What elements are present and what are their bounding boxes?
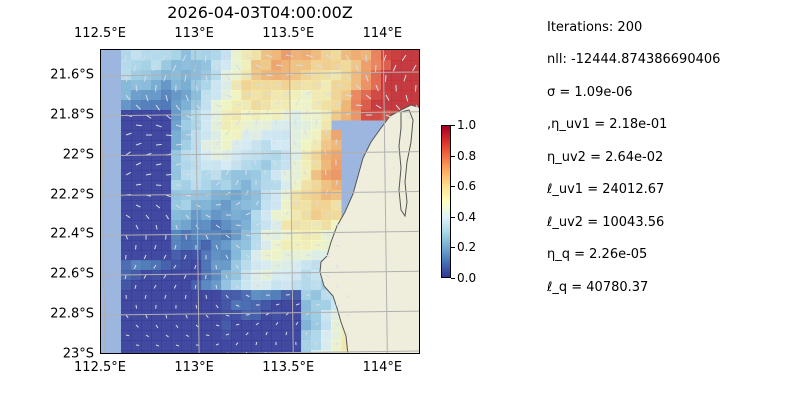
top-lon-tick-label: 112.5°E [74, 26, 126, 41]
colorbar-tick-label: 0.0 [451, 271, 476, 285]
bottom-lon-tick-label: 113°E [174, 360, 214, 375]
top-lon-tick-label: 114°E [362, 26, 403, 41]
ell-uv2-text: ℓ_uv2 = 10043.56 [547, 215, 665, 230]
lat-tick-label: 22.8°S [50, 306, 94, 322]
iterations-text: Iterations: 200 [547, 20, 643, 35]
sigma-text: σ = 1.09e-06 [547, 85, 633, 100]
map-canvas[interactable] [101, 50, 420, 354]
map-panel[interactable] [100, 49, 420, 354]
parallel-gridline [101, 270, 419, 276]
eta-uv2-text: η_uv2 = 2.64e-02 [547, 150, 664, 165]
eta-uv1-text: ,η_uv1 = 2.18e-01 [547, 117, 668, 132]
meridian-gridline [288, 50, 294, 353]
bottom-lon-tick-label: 114°E [362, 360, 403, 375]
velocity-vectors [124, 54, 419, 353]
top-lon-tick-label: 113.5°E [262, 26, 315, 41]
eta-q-text: η_q = 2.26e-05 [547, 247, 648, 262]
parallel-gridline [101, 230, 419, 236]
lat-tick-label: 22.4°S [50, 226, 94, 242]
parallel-gridline [101, 111, 419, 117]
ell-uv1-text: ℓ_uv1 = 24012.67 [547, 182, 665, 197]
top-lon-tick-label: 113°E [174, 26, 214, 41]
graticule [101, 50, 419, 353]
meridian-gridline [194, 50, 200, 353]
colorbar-tick-label: 0.6 [451, 179, 476, 193]
colorbar-tick-label: 0.8 [451, 149, 476, 163]
colorbar [441, 125, 451, 278]
island-shape [398, 109, 414, 218]
lat-tick-label: 22°S [62, 147, 94, 163]
parallel-gridline [101, 310, 419, 316]
meridian-gridline [382, 50, 388, 353]
ell-q-text: ℓ_q = 40780.37 [547, 280, 649, 295]
parallel-gridline [220, 350, 419, 353]
colorbar-tick-label: 0.4 [451, 210, 476, 224]
colorbar-tick-label: 0.2 [451, 240, 476, 254]
lat-tick-label: 21.8°S [50, 107, 94, 123]
colorbar-tick-label: 1.0 [451, 118, 476, 132]
nll-text: nll: -12444.874386690406 [547, 52, 721, 67]
lat-tick-label: 23°S [62, 346, 94, 362]
bottom-lon-tick-label: 113.5°E [262, 360, 315, 375]
parallel-gridline [101, 151, 419, 157]
lat-tick-label: 21.6°S [50, 67, 94, 83]
meridian-gridline [101, 50, 106, 353]
map-title: 2026-04-03T04:00:00Z [167, 3, 353, 22]
lat-tick-label: 22.6°S [50, 266, 94, 282]
parallel-gridline [101, 191, 419, 197]
lat-tick-label: 22.2°S [50, 187, 94, 203]
bottom-lon-tick-label: 112.5°E [74, 360, 126, 375]
parallel-gridline [101, 71, 419, 77]
